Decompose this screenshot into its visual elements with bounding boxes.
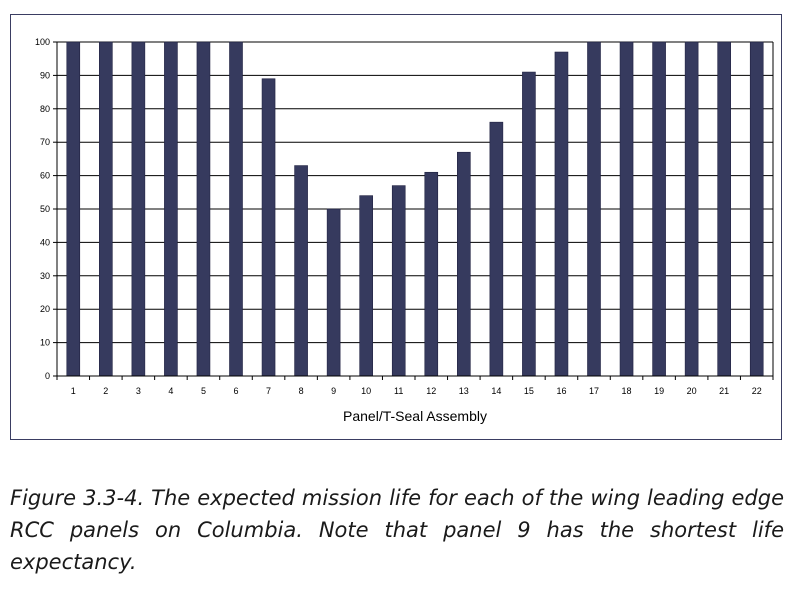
x-tick-label: 22 <box>752 386 762 396</box>
x-tick-label: 13 <box>459 386 469 396</box>
x-tick-label: 9 <box>331 386 336 396</box>
bar-panel-19 <box>652 41 666 377</box>
bar-panel-17 <box>587 41 601 377</box>
y-tick-label: 40 <box>40 237 50 247</box>
x-tick-label: 21 <box>719 386 729 396</box>
x-tick-label: 4 <box>168 386 173 396</box>
bar-panel-11 <box>391 185 406 377</box>
bar-panel-22 <box>749 41 764 377</box>
bar-panel-7 <box>261 78 276 377</box>
y-tick-label: 100 <box>35 37 50 47</box>
x-tick-label: 14 <box>491 386 501 396</box>
bar-panel-18 <box>619 41 634 377</box>
x-tick-label: 12 <box>426 386 436 396</box>
x-tick-label: 11 <box>394 386 403 396</box>
x-tick-label: 10 <box>361 386 371 396</box>
axes <box>56 42 774 377</box>
bar-panel-5 <box>196 41 211 377</box>
x-tick-label: 2 <box>103 386 108 396</box>
x-tick-label: 16 <box>556 386 566 396</box>
x-tick-label: 8 <box>299 386 304 396</box>
y-tick-label: 70 <box>40 137 50 147</box>
y-tick-label: 60 <box>40 171 50 181</box>
bar-panel-2 <box>99 41 113 377</box>
x-tick-label: 19 <box>654 386 664 396</box>
bar-panel-1 <box>66 41 81 377</box>
x-axis-title: Panel/T-Seal Assembly <box>343 408 487 424</box>
bar-panel-10 <box>359 195 373 377</box>
bars <box>66 41 764 377</box>
x-tick-label: 1 <box>71 386 76 396</box>
y-tick-label: 50 <box>40 204 50 214</box>
x-tick-label: 3 <box>136 386 141 396</box>
bar-panel-21 <box>717 41 731 377</box>
bar-panel-14 <box>489 121 504 377</box>
x-tick-label: 15 <box>524 386 534 396</box>
x-tick-label: 18 <box>622 386 632 396</box>
x-axis-ticks: 1 2 3 4 5 6 7 8 9 10 11 12 13 14 15 16 17 18 19 20 21 22 <box>56 376 774 396</box>
bar-panel-16 <box>554 51 569 377</box>
bar-panel-13 <box>457 151 471 377</box>
bar-panel-12 <box>424 171 439 377</box>
chart-frame: 0 10 20 30 40 50 60 70 80 90 100 1 2 3 4 5 6 7 8 9 10 11 12 13… <box>10 14 782 440</box>
y-tick-label: 0 <box>45 371 50 381</box>
x-tick-label: 6 <box>233 386 238 396</box>
x-tick-label: 5 <box>201 386 206 396</box>
bar-panel-6 <box>229 41 243 377</box>
bar-panel-4 <box>164 41 178 377</box>
bar-panel-8 <box>294 165 308 377</box>
figure-caption: Figure 3.3-4. The expected mission life … <box>10 486 784 574</box>
x-tick-label: 17 <box>589 386 599 396</box>
bar-panel-20 <box>684 41 699 377</box>
y-tick-label: 30 <box>40 271 50 281</box>
x-tick-label: 7 <box>266 386 271 396</box>
bar-panel-15 <box>522 71 536 377</box>
y-tick-label: 20 <box>40 304 50 314</box>
y-tick-label: 80 <box>40 104 50 114</box>
bar-panel-3 <box>131 41 146 377</box>
x-tick-label: 20 <box>687 386 697 396</box>
y-tick-label: 10 <box>40 338 50 348</box>
y-tick-label: 90 <box>40 70 50 80</box>
y-axis-ticks: 0 10 20 30 40 50 60 70 80 90 100 <box>35 37 57 381</box>
bar-panel-9 <box>326 208 341 377</box>
